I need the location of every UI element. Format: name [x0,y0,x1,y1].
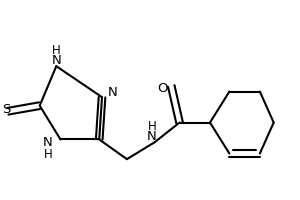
Text: H: H [52,44,61,57]
Text: H: H [44,148,52,161]
Text: N: N [147,130,157,143]
Text: N: N [43,136,53,149]
Text: S: S [2,103,11,116]
Text: N: N [51,54,61,67]
Text: O: O [158,82,168,95]
Text: H: H [148,120,156,133]
Text: N: N [108,86,118,99]
